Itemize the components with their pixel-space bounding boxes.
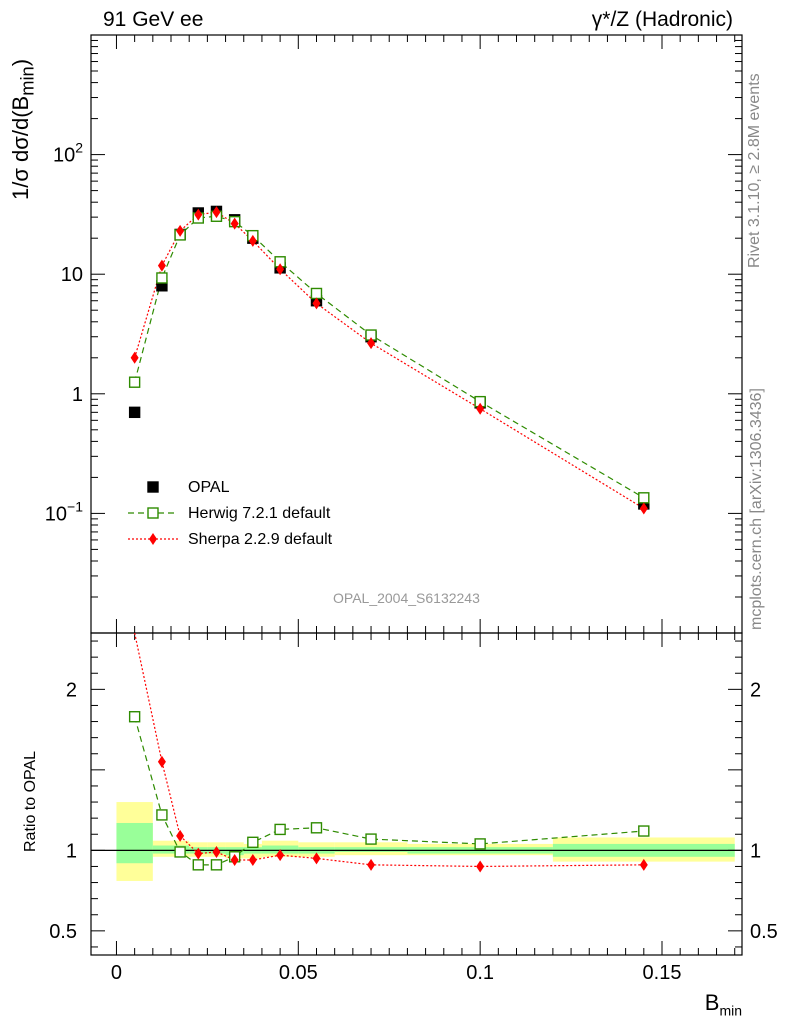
opal-point — [128, 406, 141, 419]
sherpa-point — [157, 259, 166, 272]
legend-label-opal: OPAL — [188, 479, 230, 496]
ratio-herwig-point — [310, 822, 323, 834]
sherpa-point — [276, 263, 285, 276]
ratio-band-inner — [116, 822, 153, 864]
x-tick-label: 0.15 — [643, 962, 682, 984]
ratio-y-axis-label: Ratio to OPAL — [22, 750, 39, 852]
ratio-sherpa-point — [476, 860, 485, 873]
ratio-herwig-point — [365, 833, 377, 845]
sherpa-point — [176, 224, 185, 237]
legend-label-herwig: Herwig 7.2.1 default — [188, 505, 331, 522]
ratio-herwig-point — [474, 838, 486, 850]
ratio-y-tick-label: 0.5 — [49, 921, 77, 943]
y-tick-label: 102 — [53, 140, 83, 167]
ratio-sherpa-point — [367, 858, 376, 871]
ratio-sherpa-point — [230, 854, 239, 867]
ratio-herwig-point — [192, 859, 204, 871]
sherpa-point — [367, 337, 376, 350]
ratio-sherpa-point — [212, 845, 221, 858]
ratio-y-tick-label-right: 1 — [750, 840, 761, 862]
ratio-herwig-point — [274, 823, 286, 836]
ratio-herwig-point — [247, 836, 259, 848]
y-tick-label: 1 — [72, 384, 83, 406]
ratio-sherpa-point — [176, 829, 185, 842]
ratio-herwig-point — [128, 711, 141, 723]
sherpa-point — [476, 402, 485, 415]
rivet-version-text: Rivet 3.1.10, ≥ 2.8M events — [746, 73, 763, 268]
process-label: γ*/Z (Hadronic) — [591, 8, 733, 31]
ratio-y-tick-label: 2 — [66, 679, 77, 701]
ratio-sherpa-point — [639, 858, 648, 871]
legend-label-sherpa: Sherpa 2.2.9 default — [188, 531, 333, 548]
ratio-herwig-point — [174, 846, 186, 858]
herwig-point — [310, 287, 323, 300]
sherpa-line — [134, 211, 645, 509]
ratio-band-inner — [334, 847, 408, 852]
ratio-y-tick-label-right: 0.5 — [750, 921, 778, 943]
y-tick-label: 10 — [61, 264, 83, 286]
ratio-sherpa-point — [248, 854, 257, 867]
x-axis-label: Bmin — [704, 990, 742, 1019]
sherpa-point — [248, 234, 257, 247]
mcplots-text: mcplots.cern.ch [arXiv:1306.3436] — [748, 388, 765, 630]
legend-marker-opal — [147, 481, 159, 493]
ratio-sherpa-point — [276, 849, 285, 862]
sherpa-point — [312, 297, 321, 310]
ratio-herwig-point — [156, 809, 168, 821]
main-y-axis-label: 1/σ dσ/d(Bmin) — [8, 58, 38, 200]
y-tick-label: 10−1 — [45, 498, 83, 525]
ratio-y-tick-label: 1 — [66, 840, 77, 862]
ratio-band-inner — [152, 845, 190, 854]
sherpa-point — [130, 351, 139, 364]
ratio-frame — [90, 632, 743, 956]
herwig-point — [156, 272, 168, 284]
herwig-point — [638, 492, 650, 504]
sherpa-point — [639, 502, 648, 515]
ratio-sherpa-point — [312, 852, 321, 865]
ratio-sherpa-point — [157, 755, 166, 768]
herwig-line — [134, 215, 645, 499]
legend-marker-herwig — [147, 507, 159, 519]
sherpa-point — [230, 217, 239, 230]
ratio-herwig-line — [134, 716, 644, 866]
energy-label: 91 GeV ee — [103, 8, 204, 31]
x-tick-label: 0.1 — [466, 962, 494, 984]
analysis-id: OPAL_2004_S6132243 — [333, 590, 480, 606]
ratio-y-tick-label-right: 2 — [750, 679, 761, 701]
sherpa-point — [194, 208, 203, 221]
ratio-herwig-point — [210, 859, 223, 871]
herwig-point — [128, 376, 141, 388]
sherpa-point — [212, 206, 221, 219]
ratio-herwig-point — [638, 825, 650, 837]
x-tick-label: 0.05 — [279, 962, 318, 984]
ratio-sherpa-point — [194, 847, 203, 860]
x-tick-label: 0 — [111, 962, 122, 984]
ratio-sherpa-line — [134, 632, 644, 868]
legend-marker-sherpa — [149, 533, 157, 545]
